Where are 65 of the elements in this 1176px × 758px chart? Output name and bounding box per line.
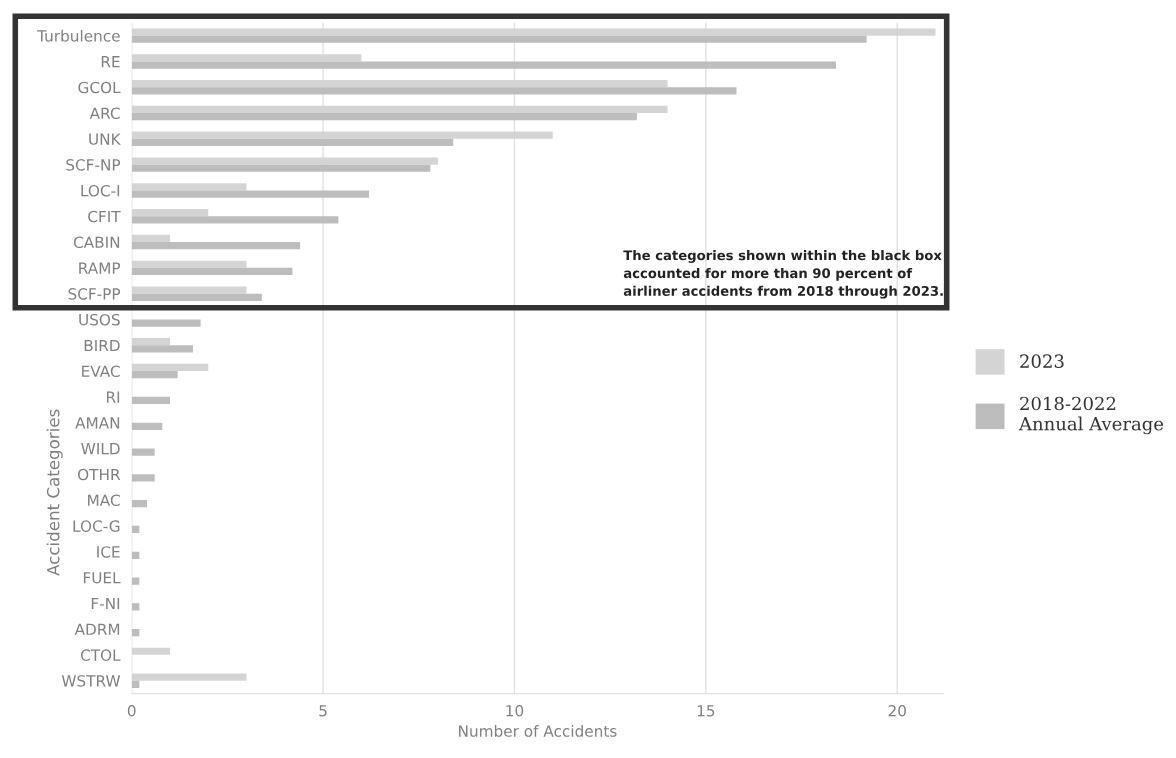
y-tick-label: ICE <box>97 546 120 558</box>
x-tick-label: 0 <box>127 704 136 717</box>
x-tick-label: 15 <box>697 705 715 717</box>
y-tick-label: UNK <box>89 133 121 145</box>
bar <box>131 319 201 327</box>
y-tick-label: LOC-I <box>81 184 120 197</box>
y-tick-label: MAC <box>88 494 120 507</box>
y-tick-label: F-NI <box>91 597 120 610</box>
y-tick-label: USOS <box>79 313 120 326</box>
y-tick-label: RAMP <box>79 262 121 274</box>
annotation: The categories shown within the black box accounted for more than 90 percent of airliner accidents from 2018 through 2023. <box>623 250 943 299</box>
y-tick-label: AMAN <box>75 417 120 429</box>
legend-label: 2018-2022 Annual Average <box>1018 396 1164 435</box>
y-axis-title: Accident Categories <box>46 409 63 576</box>
bar <box>131 35 867 43</box>
y-tick-label: FUEL <box>83 572 121 584</box>
y-tick-label: RE <box>101 56 120 68</box>
bar <box>131 138 454 147</box>
bar <box>131 448 155 456</box>
bar <box>131 371 178 379</box>
bar <box>131 422 163 430</box>
bar <box>131 234 170 243</box>
y-tick-label: SCF-NP <box>66 159 121 171</box>
y-tick-label: WILD <box>81 443 120 455</box>
y-tick-label: CTOL <box>80 649 121 661</box>
y-tick-label: GCOL <box>78 81 121 94</box>
bar <box>131 338 170 346</box>
bar <box>131 242 301 250</box>
bar <box>131 190 370 198</box>
bar <box>131 209 209 217</box>
bar <box>131 647 170 655</box>
x-axis-title: Number of Accidents <box>459 725 617 737</box>
bar <box>131 183 247 191</box>
y-tick-label: WSTRW <box>61 675 121 687</box>
y-tick-label: OTHR <box>78 468 121 481</box>
bar <box>131 216 339 224</box>
bar <box>131 267 293 276</box>
y-tick-label: LOC-G <box>73 520 120 532</box>
bar <box>131 673 247 681</box>
bar <box>131 164 431 172</box>
bar <box>131 474 155 482</box>
legend-label: 2023 <box>1020 354 1064 368</box>
bar <box>131 396 170 405</box>
bar <box>131 286 247 294</box>
y-tick-label: CFIT <box>88 210 121 223</box>
y-tick-label: ADRM <box>74 623 120 635</box>
y-tick-label: RI <box>106 391 120 403</box>
y-tick-label: SCF-PP <box>68 288 121 300</box>
bar <box>131 293 262 301</box>
bar <box>131 363 209 372</box>
bar <box>131 61 836 69</box>
y-tick-label: EVAC <box>82 365 120 378</box>
y-tick-label: ARC <box>89 107 120 120</box>
y-tick-label: BIRD <box>84 339 120 352</box>
x-tick-label: 5 <box>319 705 327 717</box>
y-tick-label: Turbulence <box>37 29 120 42</box>
x-tick-label: 10 <box>506 704 524 717</box>
y-tick-label: CABIN <box>73 236 120 249</box>
bar <box>131 87 737 95</box>
bar <box>131 577 140 585</box>
bar <box>131 113 637 121</box>
bar <box>131 345 193 353</box>
x-tick-label: 20 <box>888 704 906 717</box>
bar <box>131 260 247 268</box>
bar <box>131 500 148 508</box>
